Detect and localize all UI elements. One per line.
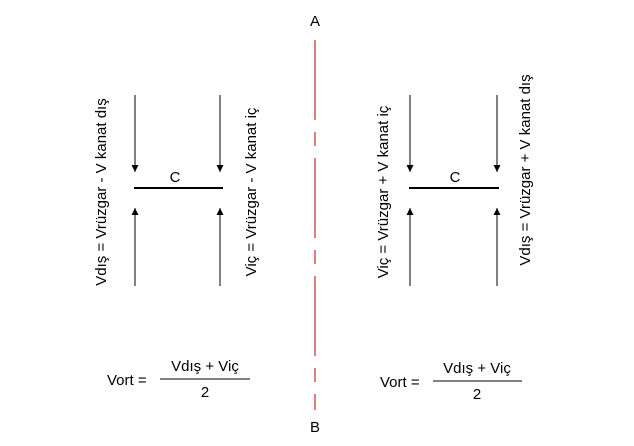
point-b: B bbox=[310, 419, 320, 436]
formula-numerator: Vdış + Viç bbox=[171, 358, 239, 375]
center-label: C bbox=[170, 169, 181, 186]
inner-label: Viç = Vrüzgar - V kanat iç bbox=[243, 107, 260, 276]
formula-denominator: 2 bbox=[201, 384, 209, 401]
right-diagram: C Viç = Vrüzgar + V kanat iç Vdış = Vrüz… bbox=[375, 74, 534, 403]
formula-lhs: Vort = bbox=[107, 372, 147, 389]
point-a: A bbox=[310, 13, 320, 30]
inner-label: Viç = Vrüzgar + V kanat iç bbox=[375, 105, 392, 278]
outer-label: Vdış = Vrüzgar + V kanat dış bbox=[517, 74, 534, 265]
formula-lhs: Vort = bbox=[380, 374, 420, 391]
outer-label: Vdış = Vrüzgar - V kanat dış bbox=[93, 98, 110, 285]
center-label: C bbox=[450, 169, 461, 186]
left-diagram: C Vdış = Vrüzgar - V kanat dış Viç = Vrü… bbox=[93, 95, 260, 401]
formula-numerator: Vdış + Viç bbox=[443, 360, 511, 377]
formula-denominator: 2 bbox=[473, 386, 481, 403]
